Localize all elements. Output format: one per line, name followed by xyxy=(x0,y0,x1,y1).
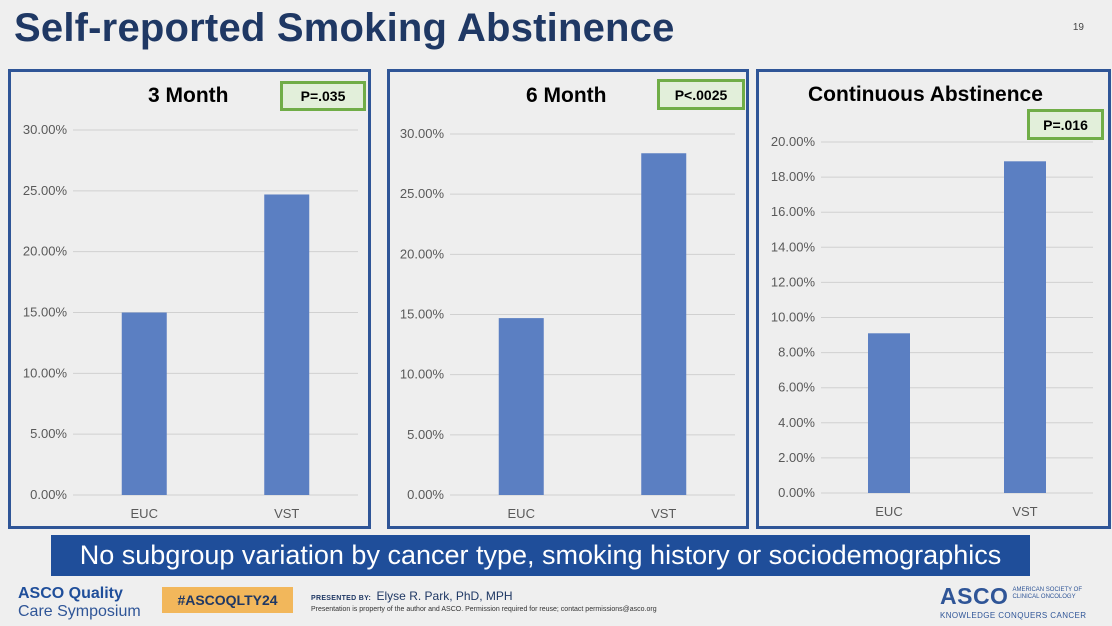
y-tick-label: 20.00% xyxy=(771,134,816,149)
chart-svg: 0.00% 5.00% 10.00% 15.00% 20.00% 25.00% 30.00%… xyxy=(400,126,735,521)
y-tick-label: 0.00% xyxy=(407,487,444,502)
asco-wordmark: ASCO xyxy=(940,583,1009,609)
asco-logo: ASCO AMERICAN SOCIETY OF CLINICAL ONCOLOGY… xyxy=(940,583,1100,620)
chart-panel-3-month: 3 Month P=.035 0.00% 5.00% 10.00% 15.00% 20.… xyxy=(8,69,371,529)
y-tick-label: 0.00% xyxy=(30,487,67,502)
bar-vst xyxy=(641,153,687,495)
y-tick-label: 25.00% xyxy=(23,183,68,198)
x-tick-label: VST xyxy=(651,506,676,521)
presenter-name: Elyse R. Park, PhD, MPH xyxy=(376,589,513,603)
hashtag-badge: #ASCOQLTY24 xyxy=(162,587,293,613)
p-value-badge: P=.016 xyxy=(1027,109,1104,140)
chart-title: 6 Month xyxy=(526,84,607,107)
page-title: Self-reported Smoking Abstinence xyxy=(14,6,675,50)
x-tick-label: VST xyxy=(274,506,299,521)
presented-label: PRESENTED BY: xyxy=(311,595,372,602)
x-tick-label: VST xyxy=(1012,504,1037,519)
y-tick-label: 12.00% xyxy=(771,274,816,289)
bar-vst xyxy=(264,194,310,495)
p-value-badge: P=.035 xyxy=(280,81,366,111)
x-tick-label: EUC xyxy=(131,506,158,521)
presented-by: PRESENTED BY: Elyse R. Park, PhD, MPH xyxy=(311,589,513,603)
chart-panel-continuous-abstinence: Continuous Abstinence P=.016 0.00% 2.00% 4… xyxy=(756,69,1111,529)
summary-banner: No subgroup variation by cancer type, sm… xyxy=(51,535,1030,576)
y-tick-label: 16.00% xyxy=(771,204,816,219)
y-tick-label: 25.00% xyxy=(400,186,445,201)
chart-svg: 0.00% 2.00% 4.00% 6.00% 8.00% 10.00% 12.00% 14.… xyxy=(771,134,1093,519)
y-tick-label: 4.00% xyxy=(778,415,815,430)
copyright-notice: Presentation is property of the author a… xyxy=(311,606,657,613)
y-tick-label: 20.00% xyxy=(400,246,445,261)
bar-euc xyxy=(121,312,167,495)
y-tick-label: 0.00% xyxy=(778,485,815,500)
y-tick-label: 18.00% xyxy=(771,169,816,184)
asco-tagline: KNOWLEDGE CONQUERS CANCER xyxy=(940,611,1087,620)
asco-quality-logo: ASCO Quality Care Symposium xyxy=(18,585,148,621)
bar-euc xyxy=(868,333,910,493)
y-tick-label: 6.00% xyxy=(778,380,815,395)
y-tick-label: 20.00% xyxy=(23,244,68,259)
chart-panel-6-month: 6 Month P<.0025 0.00% 5.00% 10.00% 15.00% 20… xyxy=(387,69,749,529)
bar-euc xyxy=(498,318,544,495)
y-tick-label: 5.00% xyxy=(30,426,67,441)
bar-vst xyxy=(1004,161,1046,493)
chart-title: Continuous Abstinence xyxy=(808,83,1043,106)
y-tick-label: 15.00% xyxy=(23,305,68,320)
x-tick-label: EUC xyxy=(875,504,902,519)
logo-line-1: ASCO Quality xyxy=(18,585,123,602)
society-line-1: AMERICAN SOCIETY OF xyxy=(1012,587,1083,593)
asco-society-name: AMERICAN SOCIETY OF CLINICAL ONCOLOGY xyxy=(1012,587,1082,601)
slide-number: 19 xyxy=(1072,22,1084,33)
chart-title: 3 Month xyxy=(148,84,229,107)
logo-line-2: Care Symposium xyxy=(18,603,141,620)
y-tick-label: 14.00% xyxy=(771,239,816,254)
chart-svg: 0.00% 5.00% 10.00% 15.00% 20.00% 25.00% 30.00%… xyxy=(23,122,358,521)
y-tick-label: 2.00% xyxy=(778,450,815,465)
y-tick-label: 5.00% xyxy=(407,427,444,442)
y-tick-label: 15.00% xyxy=(400,307,445,322)
y-tick-label: 30.00% xyxy=(23,122,68,137)
p-value-badge: P<.0025 xyxy=(657,79,745,110)
y-tick-label: 8.00% xyxy=(778,345,815,360)
x-tick-label: EUC xyxy=(508,506,535,521)
y-tick-label: 10.00% xyxy=(400,367,445,382)
y-tick-label: 10.00% xyxy=(23,365,68,380)
y-tick-label: 30.00% xyxy=(400,126,445,141)
society-line-2: CLINICAL ONCOLOGY xyxy=(1012,594,1076,600)
y-tick-label: 10.00% xyxy=(771,310,816,325)
